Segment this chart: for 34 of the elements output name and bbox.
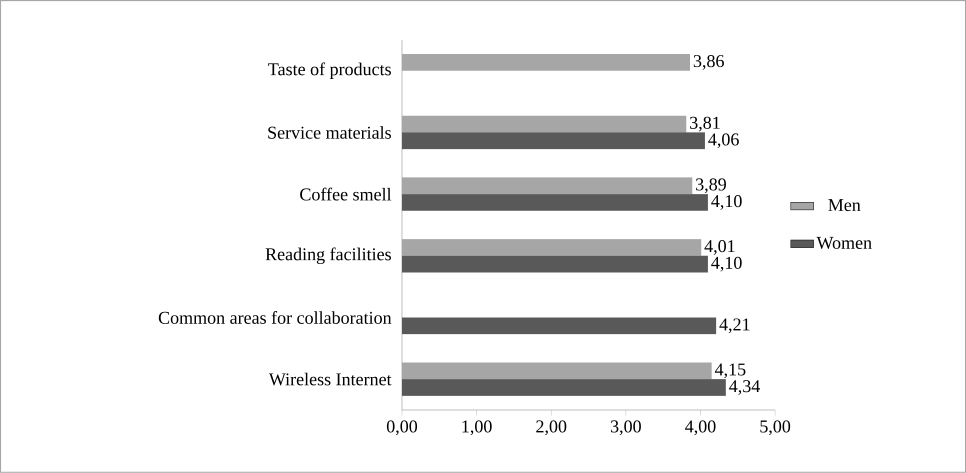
data-label: 3,89 — [696, 178, 726, 194]
bar — [402, 116, 686, 132]
data-label: 4,01 — [704, 240, 735, 255]
bar — [402, 239, 702, 256]
bar — [402, 256, 708, 273]
x-tick-label: 3,00 — [610, 420, 641, 436]
data-label: 4,06 — [708, 133, 739, 148]
x-tick-label: 2,00 — [536, 420, 566, 436]
x-tick-label: 0,00 — [386, 420, 418, 436]
bar — [402, 54, 690, 71]
x-tick-label: 1,00 — [462, 420, 492, 436]
x-tick-label: 4,00 — [685, 420, 716, 436]
data-label: 3,81 — [690, 116, 720, 132]
legend-label: Women — [816, 236, 872, 250]
y-tick-label: Common areas for collaboration — [158, 311, 392, 324]
y-tick-label: Wireless Internet — [268, 372, 392, 386]
bar — [402, 362, 712, 380]
bar — [402, 379, 726, 396]
data-label: 4,34 — [729, 380, 760, 395]
bar — [402, 194, 708, 211]
y-tick-label: Service materials — [268, 126, 391, 139]
y-tick-label: Coffee smell — [300, 188, 392, 201]
data-label: 4,10 — [711, 256, 742, 272]
y-tick-label: Taste of products — [268, 62, 391, 80]
bar — [402, 132, 705, 150]
bar — [402, 177, 692, 194]
legend-label: Men — [828, 199, 861, 212]
data-label: 4,21 — [719, 318, 750, 334]
bar — [402, 318, 716, 334]
y-tick-label: Reading facilities — [266, 248, 391, 264]
data-label: 3,86 — [694, 55, 724, 70]
data-label: 4,10 — [711, 195, 742, 210]
x-tick-label: 5,00 — [760, 420, 790, 436]
data-label: 4,15 — [714, 364, 746, 378]
